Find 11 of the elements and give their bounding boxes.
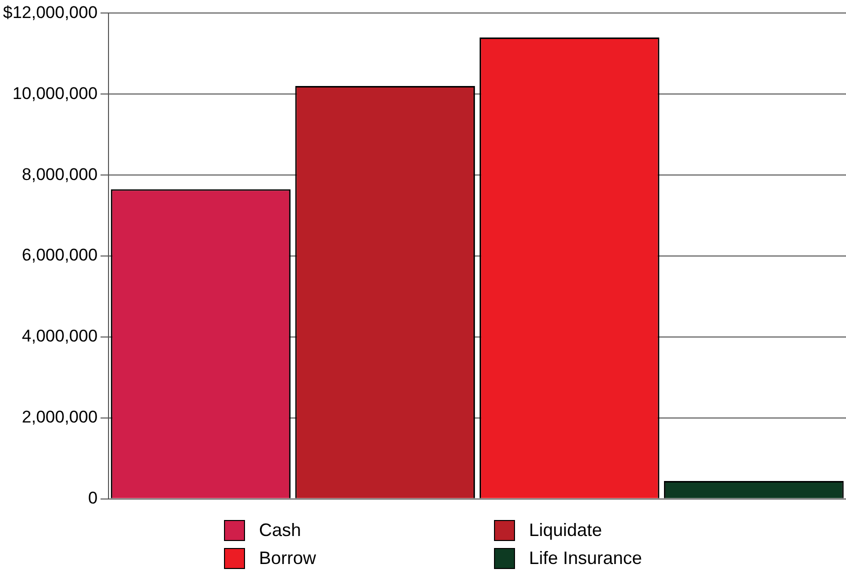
legend-label: Life Insurance [529,548,642,569]
legend-label: Cash [259,520,302,541]
legend-label: Liquidate [529,520,602,541]
y-tick-label: 8,000,000 [22,164,98,184]
y-tick-label: 10,000,000 [12,84,98,103]
y-tick-label: 2,000,000 [22,408,98,427]
y-tick-label: 6,000,000 [22,246,98,265]
y-tick-label: 0 [88,488,98,508]
y-tick-label: 4,000,000 [22,326,98,346]
legend-label: Borrow [259,548,316,569]
y-tick-label: $12,000,000 [2,2,98,22]
